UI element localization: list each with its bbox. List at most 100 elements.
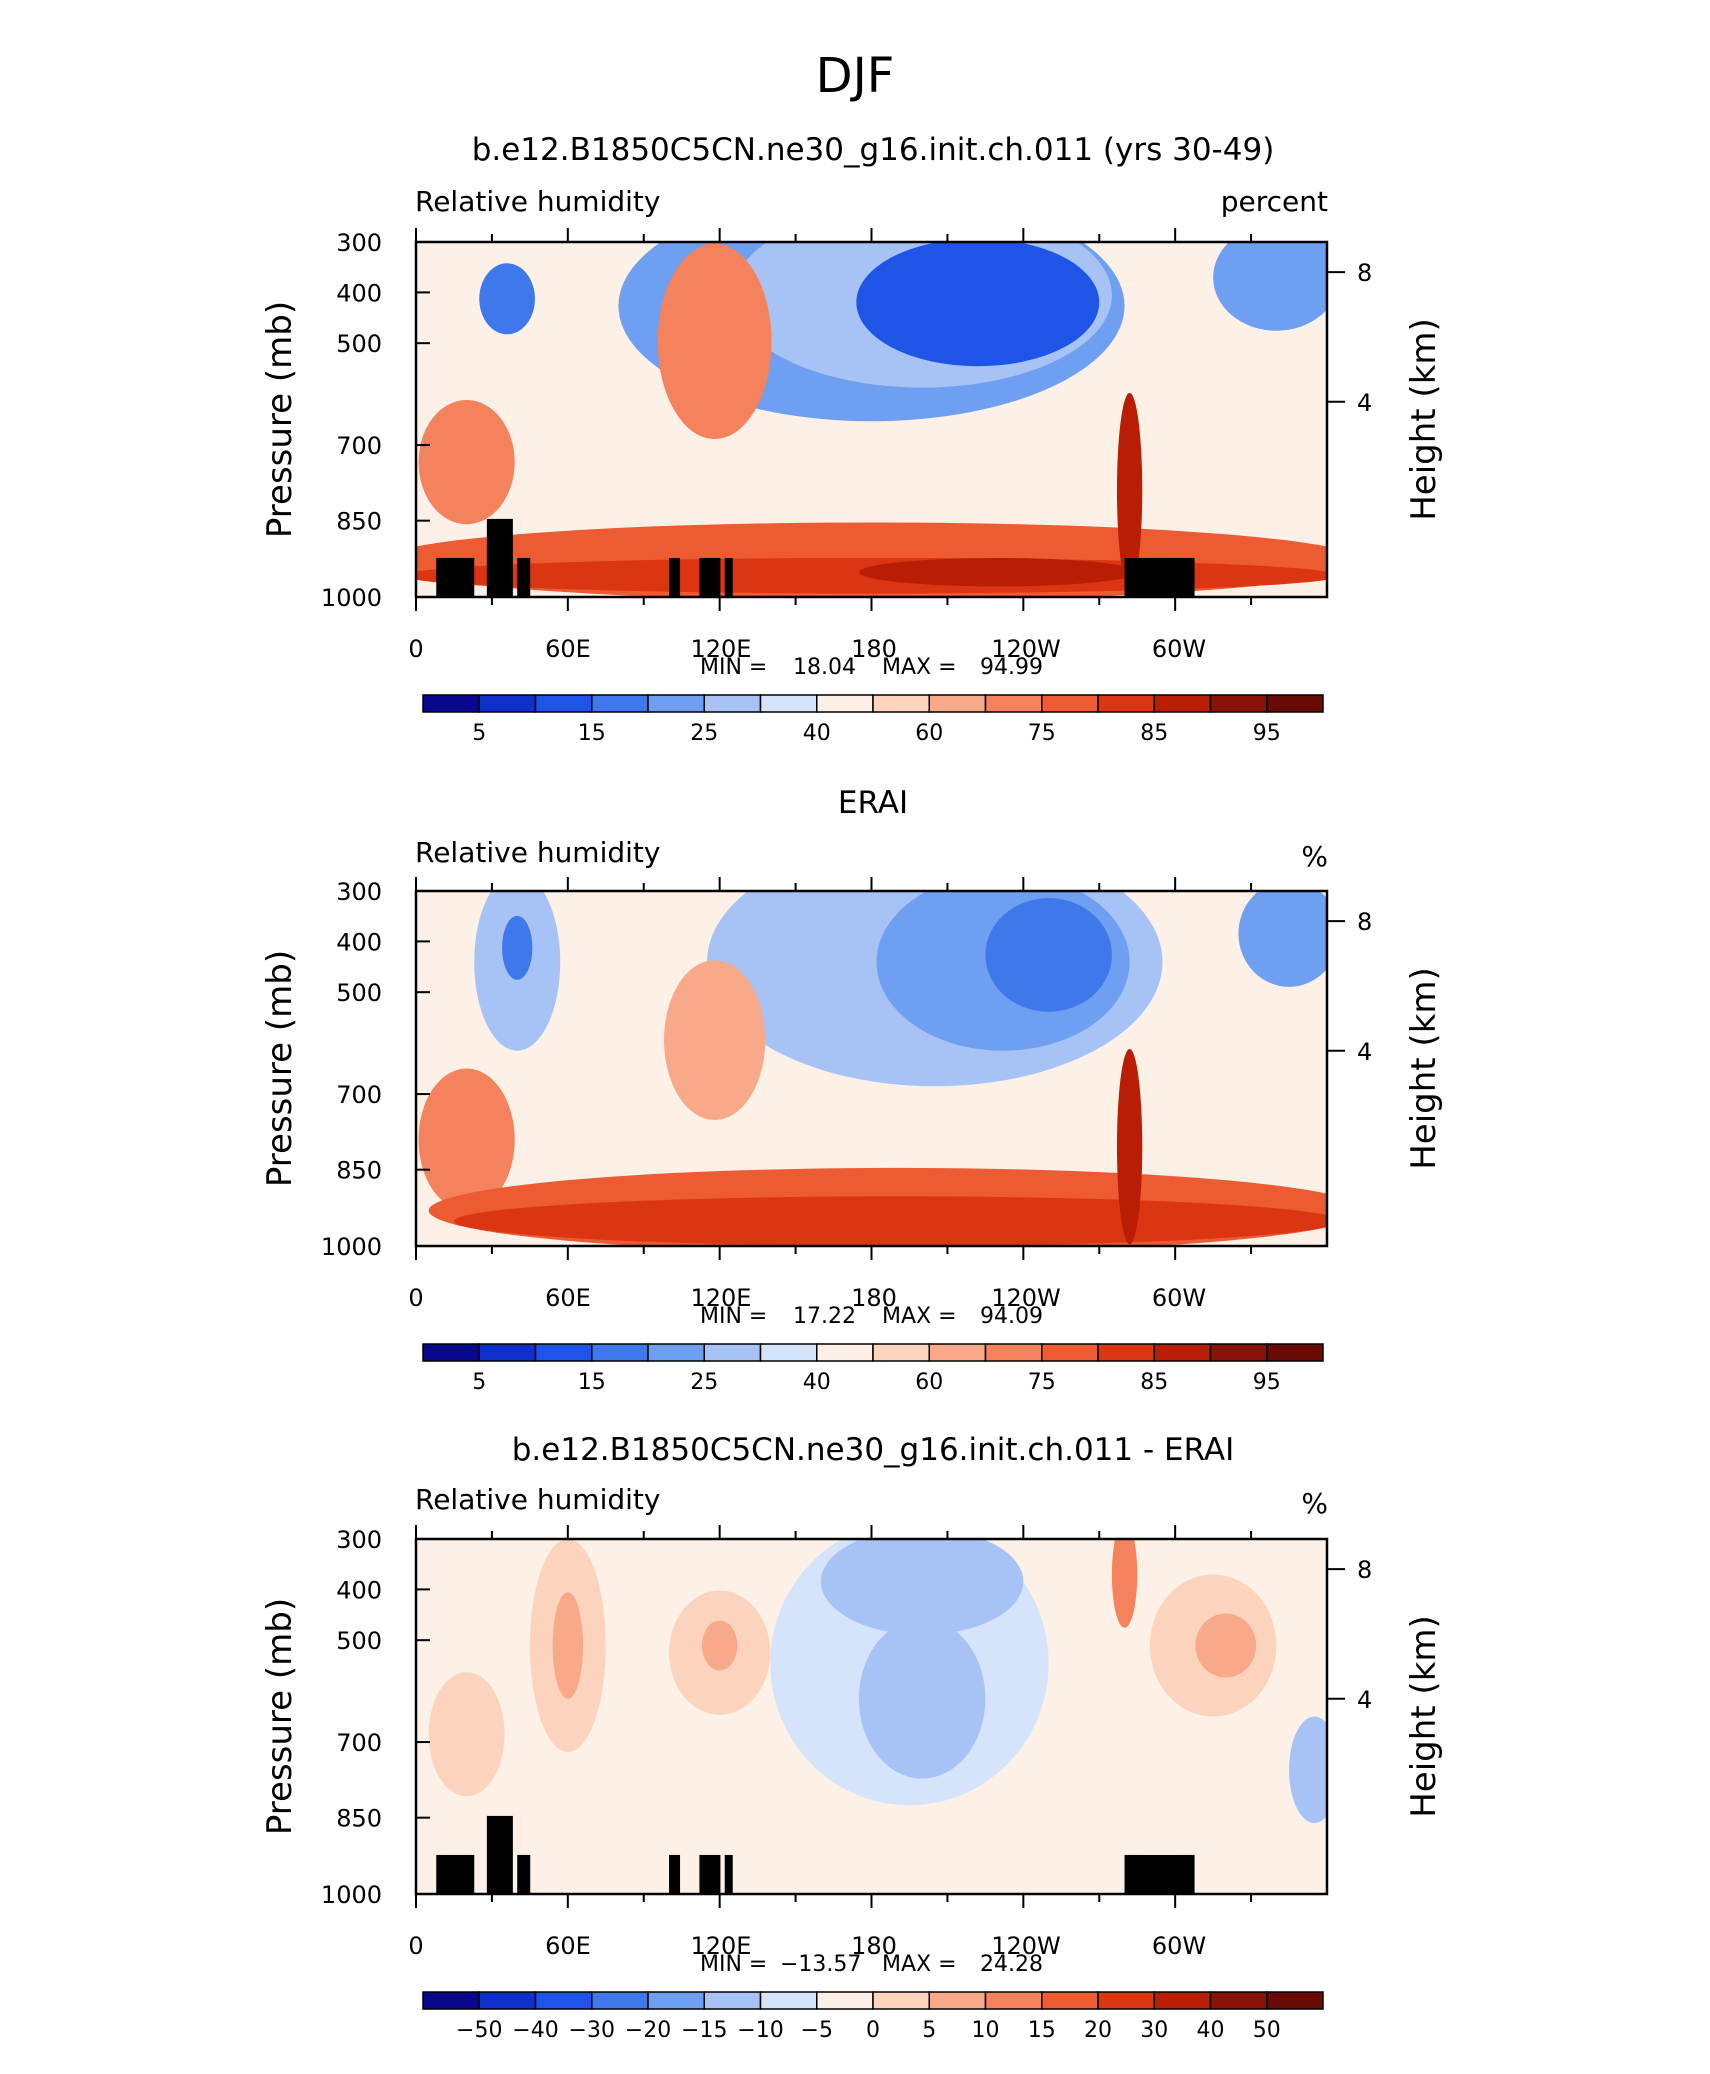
colorbar-swatch: [478, 1991, 537, 2010]
panel-3-units-label: %: [1301, 1487, 1328, 1520]
y-tick-label: 400: [336, 928, 382, 956]
panel-3-variable-label: Relative humidity: [415, 1483, 660, 1516]
colorbar-swatch: [703, 1343, 762, 1362]
y2-tick-label: 8: [1357, 1556, 1372, 1584]
terrain-mask: [436, 1854, 475, 1894]
contour-region: [418, 1068, 515, 1211]
colorbar-label: 5: [472, 721, 486, 746]
terrain-mask: [669, 557, 681, 597]
colorbar-swatch: [816, 694, 874, 713]
colorbar-swatch: [759, 1991, 818, 2010]
contour-region: [1238, 891, 1327, 987]
terrain-mask: [436, 557, 475, 597]
y2-tick-label: 4: [1357, 389, 1372, 417]
panel-1-plot-area: 300 400 500 700 850 1000 8 4 0 60E 120E 180 120W 60W P…: [260, 228, 1444, 663]
colorbar-swatch: [984, 1991, 1043, 2010]
y-tick-label: 1000: [321, 584, 382, 612]
colorbar-label: −50: [456, 2018, 502, 2043]
colorbar-swatch: [1209, 694, 1268, 713]
contour-region: [856, 242, 1100, 367]
colorbar-label: −15: [681, 2018, 727, 2043]
contour-region: [820, 1539, 1024, 1635]
contour-region: [428, 1672, 505, 1797]
colorbar-label: −20: [625, 2018, 671, 2043]
panel-2-variable-label: Relative humidity: [415, 836, 660, 869]
terrain-mask: [517, 557, 531, 597]
y2-tick-label: 8: [1357, 259, 1372, 287]
colorbar-label: 25: [690, 721, 718, 746]
colorbar-label: 10: [972, 2018, 1000, 2043]
colorbar-swatch: [1041, 1343, 1099, 1362]
colorbar-swatch: [984, 694, 1043, 713]
colorbar-label: 95: [1253, 1370, 1281, 1395]
y-tick-label: 700: [336, 432, 382, 460]
y-tick-label: 1000: [321, 1881, 382, 1909]
colorbar-swatch: [759, 1343, 818, 1362]
contour-region: [552, 1592, 584, 1699]
panel-1-units-label: percent: [1221, 185, 1328, 218]
y2-tick-label: 4: [1357, 1686, 1372, 1714]
colorbar-swatch: [534, 1991, 593, 2010]
y-tick-label: 500: [336, 330, 382, 358]
panel-1-title: b.e12.B1850C5CN.ne30_g16.init.ch.011 (yr…: [472, 132, 1275, 168]
panel-2-min-label: MIN =: [700, 1304, 767, 1329]
contour-region: [1289, 1716, 1327, 1823]
y2-tick-label: 8: [1357, 908, 1372, 936]
colorbar-swatch: [984, 1343, 1043, 1362]
y-axis-title: Pressure (mb): [260, 950, 300, 1187]
x-tick-label: 60W: [1152, 1932, 1206, 1960]
colorbar-swatch: [534, 1343, 593, 1362]
y2-axis-title: Height (km): [1404, 1615, 1444, 1818]
panel-3-title: b.e12.B1850C5CN.ne30_g16.init.ch.011 - E…: [512, 1432, 1234, 1468]
colorbar-label: 20: [1084, 2018, 1112, 2043]
panel-1-min-label: MIN =: [700, 655, 767, 680]
panel-3-max-label: MAX =: [882, 1952, 957, 1977]
y-tick-label: 400: [336, 279, 382, 307]
panel-2-plot-area: 300 400 500 700 850 1000 8 4 0 60E 120E 180 120W 60W P…: [260, 877, 1444, 1312]
x-tick-label: 60E: [545, 1284, 591, 1312]
colorbar-swatch: [1266, 1991, 1324, 2010]
colorbar-swatch: [816, 1343, 874, 1362]
colorbar-label: −30: [569, 2018, 615, 2043]
y-tick-label: 850: [336, 508, 382, 536]
x-tick-label: 120E: [691, 1284, 752, 1312]
terrain-mask: [1124, 1854, 1195, 1894]
colorbar-label: 85: [1140, 1370, 1168, 1395]
panel-1-colorbar: 5 15 25 40 60 75 85 95: [422, 694, 1324, 746]
colorbar-label: 40: [1197, 2018, 1225, 2043]
colorbar-label: 5: [472, 1370, 486, 1395]
colorbar-label: 85: [1140, 721, 1168, 746]
panel-1-max-label: MAX =: [882, 655, 957, 680]
panel-2: ERAI Relative humidity % 300400500700850…: [260, 785, 1444, 1395]
colorbar-swatch: [759, 694, 818, 713]
y-tick-label: 700: [336, 1729, 382, 1757]
colorbar-swatch: [872, 1343, 930, 1362]
x-tick-label: 180: [851, 635, 897, 663]
contour-region: [1116, 392, 1143, 589]
colorbar-swatch: [703, 694, 762, 713]
terrain-mask: [486, 1815, 513, 1894]
colorbar-swatch: [1153, 1343, 1212, 1362]
colorbar-swatch: [591, 1343, 649, 1362]
y-tick-label: 400: [336, 1576, 382, 1604]
panel-2-min-value: 17.22: [793, 1304, 856, 1329]
colorbar-swatch: [872, 1991, 930, 2010]
colorbar-label: 60: [915, 721, 943, 746]
panel-1-max-value: 94.99: [980, 655, 1043, 680]
colorbar-swatch: [872, 694, 930, 713]
contour-region: [858, 1618, 986, 1779]
colorbar-label: 60: [915, 1370, 943, 1395]
contour-region: [858, 557, 1138, 587]
colorbar-label: 15: [1028, 2018, 1056, 2043]
y-tick-label: 1000: [321, 1233, 382, 1261]
panel-1: b.e12.B1850C5CN.ne30_g16.init.ch.011 (yr…: [260, 132, 1444, 746]
colorbar-swatch: [928, 1343, 987, 1362]
colorbar-swatch: [647, 1343, 705, 1362]
colorbar-swatch: [647, 694, 705, 713]
colorbar-swatch: [1041, 694, 1099, 713]
y2-axis-title: Height (km): [1404, 967, 1444, 1170]
terrain-mask: [724, 1854, 733, 1894]
contour-region: [985, 898, 1112, 1012]
colorbar-label: 50: [1253, 2018, 1281, 2043]
colorbar-swatch: [1209, 1991, 1268, 2010]
